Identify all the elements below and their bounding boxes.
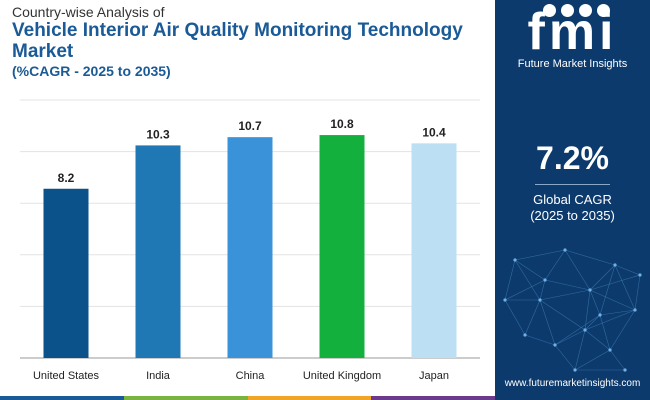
network-line	[609, 349, 626, 371]
network-line	[599, 314, 611, 351]
network-line	[589, 289, 601, 316]
network-line	[554, 314, 601, 346]
strip-segment	[123, 396, 248, 400]
network-line	[514, 259, 546, 281]
strip-segment	[247, 396, 372, 400]
logo-name: Future Market Insights	[517, 58, 628, 70]
network-line	[554, 329, 586, 346]
network-line	[539, 279, 546, 301]
bar-value-label: 8.2	[58, 171, 75, 185]
network-line	[574, 329, 586, 371]
chart-subtitle: Country-wise Analysis of	[12, 4, 165, 20]
cagr-value: 7.2%	[536, 140, 609, 176]
logo-dot-icon	[543, 4, 556, 17]
bar-value-label: 10.3	[146, 127, 170, 141]
network-line	[504, 279, 546, 301]
network-line	[599, 309, 636, 316]
logo-icon-row	[543, 4, 631, 20]
network-node	[613, 263, 617, 267]
network-line	[539, 289, 591, 301]
network-node	[503, 298, 507, 302]
cagr-period: (2025 to 2035)	[530, 208, 615, 223]
network-node	[563, 248, 567, 252]
network-node	[523, 333, 527, 337]
bar-value-label: 10.8	[330, 117, 354, 131]
network-line	[589, 264, 616, 291]
network-node	[538, 298, 542, 302]
bar-value-label: 10.4	[422, 125, 446, 139]
network-node	[573, 368, 577, 372]
network-line	[584, 314, 601, 331]
network-line	[634, 274, 641, 311]
network-line	[524, 334, 556, 346]
x-tick-label: Japan	[419, 370, 449, 382]
network-node	[608, 348, 612, 352]
network-line	[514, 249, 566, 261]
network-node	[543, 278, 547, 282]
network-node	[583, 328, 587, 332]
bar-value-label: 10.7	[238, 119, 262, 133]
logo-dot-icon	[561, 4, 574, 17]
network-lines	[503, 248, 642, 372]
network-line	[554, 344, 576, 371]
chart-header: Country-wise Analysis of Vehicle Interio…	[12, 4, 492, 80]
bottom-color-strip	[0, 396, 495, 400]
logo-dot-icon	[579, 4, 592, 17]
chart-range: (%CAGR - 2025 to 2035)	[12, 63, 171, 79]
website-link[interactable]: www.futuremarketinsights.com	[504, 378, 641, 389]
network-line	[524, 299, 541, 336]
network-line	[584, 289, 591, 331]
network-line	[539, 299, 556, 346]
network-node	[588, 288, 592, 292]
bar	[227, 137, 273, 358]
bar	[411, 143, 457, 358]
x-tick-label: China	[236, 370, 266, 382]
x-tick-label: United Kingdom	[303, 370, 381, 382]
network-node	[553, 343, 557, 347]
strip-segment	[371, 396, 495, 400]
network-pattern-icon	[503, 248, 642, 372]
chart-title-line-2: Market	[12, 41, 74, 62]
network-line	[574, 349, 611, 371]
chart-title: Vehicle Interior Air Quality Monitoring …	[12, 20, 492, 62]
network-line	[544, 249, 566, 281]
chart-title-line-1: Vehicle Interior Air Quality Monitoring …	[12, 20, 463, 41]
network-line	[539, 299, 586, 331]
cagr-label: Global CAGR	[533, 192, 612, 207]
logo-dot-icon	[597, 4, 610, 17]
network-node	[513, 258, 517, 262]
network-line	[564, 249, 591, 291]
summary-panel: fmi Future Market Insights 7.2% Global C…	[495, 0, 650, 400]
network-line	[544, 279, 591, 291]
network-line	[584, 309, 636, 331]
network-line	[514, 259, 541, 301]
network-line	[504, 259, 516, 301]
bar	[319, 135, 365, 358]
network-line	[609, 309, 636, 351]
network-line	[504, 299, 526, 336]
bar-chart: 8.2 United States 10.3 India 10.7 China 10.8 Un…	[20, 99, 480, 382]
bar	[135, 145, 181, 358]
x-tick-label: United States	[33, 370, 100, 382]
network-line	[599, 264, 616, 316]
network-line	[614, 264, 636, 311]
logo-mark: fmi	[527, 3, 618, 61]
network-node	[623, 368, 627, 372]
network-node	[633, 308, 637, 312]
network-line	[614, 264, 641, 276]
strip-segment	[0, 396, 124, 400]
network-line	[564, 249, 616, 266]
cagr-divider	[535, 184, 610, 185]
network-node	[598, 313, 602, 317]
network-line	[589, 289, 636, 311]
network-node	[638, 273, 642, 277]
network-line	[584, 329, 611, 351]
network-line	[589, 274, 641, 291]
x-tick-label: India	[146, 370, 171, 382]
bar	[43, 188, 89, 358]
